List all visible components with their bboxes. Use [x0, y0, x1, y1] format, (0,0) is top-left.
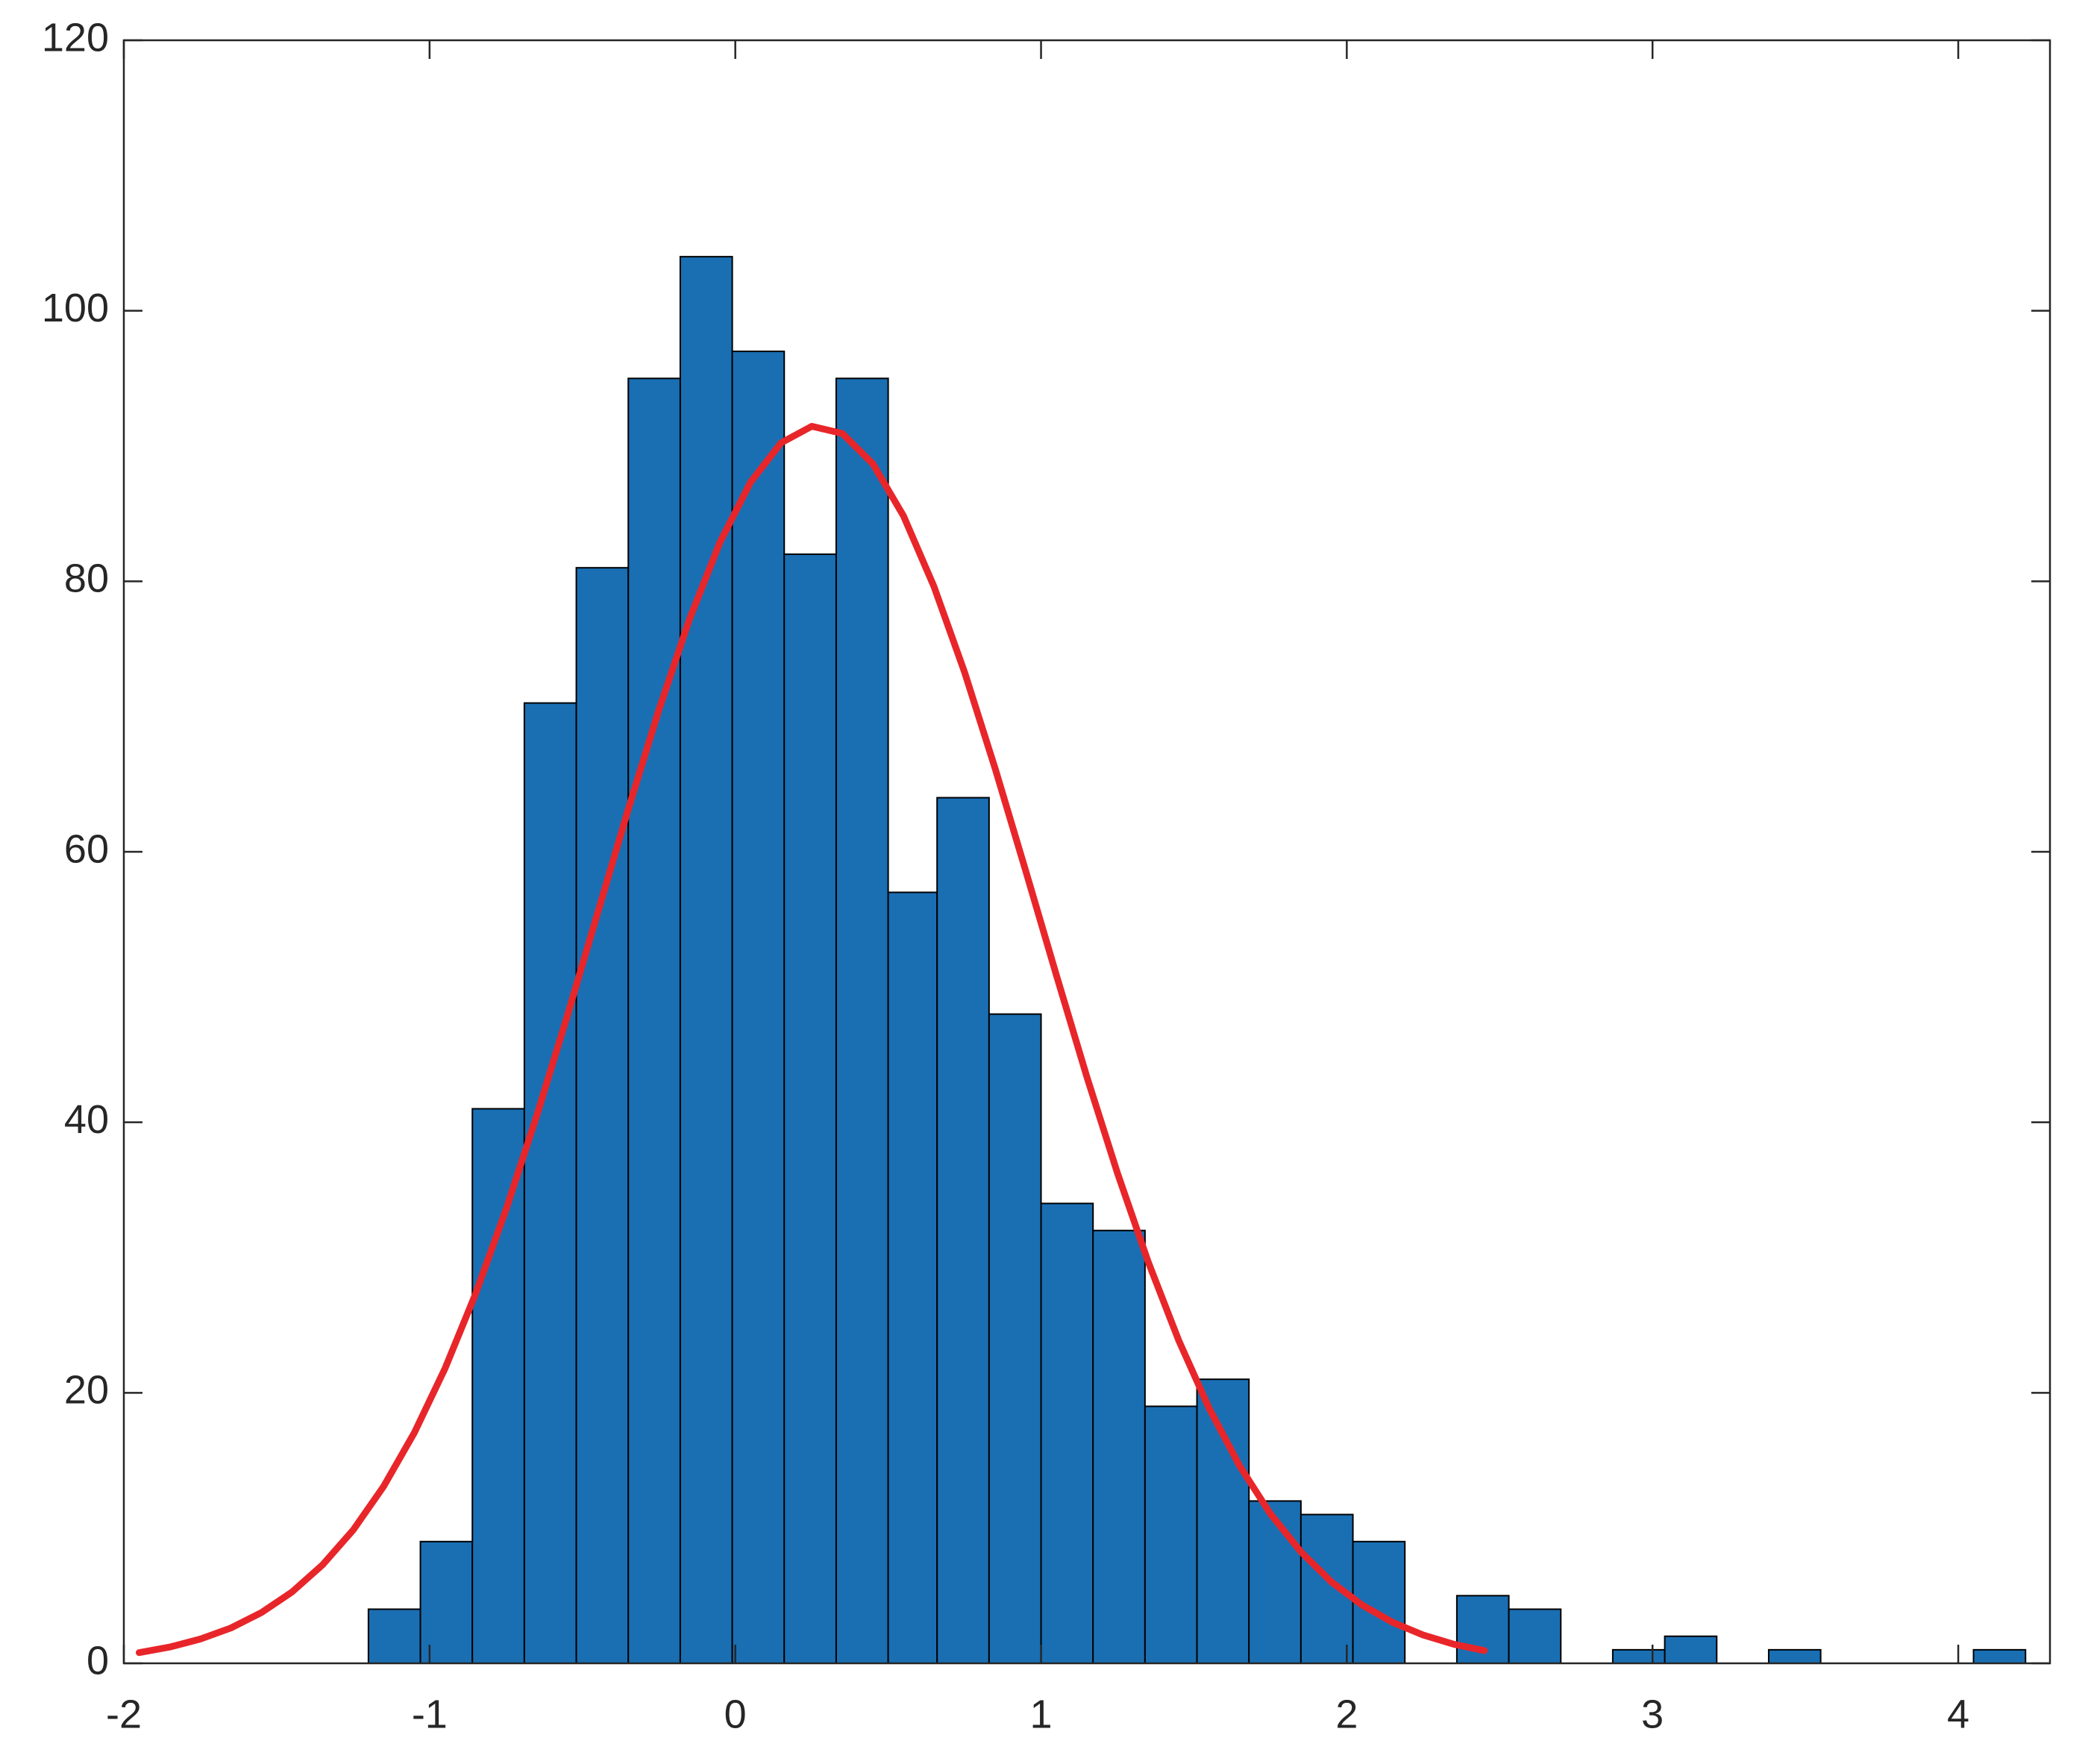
bar: [523, 702, 577, 1664]
bar: [731, 351, 786, 1665]
x-tick-label: 4: [1947, 1692, 1969, 1736]
x-tick-label: 3: [1641, 1692, 1664, 1736]
y-tick-label: 20: [64, 1368, 109, 1413]
bar: [1092, 1229, 1146, 1664]
x-tick-label: 0: [724, 1692, 747, 1736]
x-tick-label: 1: [1030, 1692, 1053, 1736]
bar: [679, 256, 733, 1665]
y-tick-label: 80: [64, 556, 109, 601]
y-tick-label: 60: [64, 826, 109, 871]
x-tick-label: 2: [1335, 1692, 1358, 1736]
bar: [835, 377, 889, 1664]
bar: [1972, 1648, 2027, 1665]
bar: [1767, 1648, 1822, 1665]
y-tick-label: 0: [87, 1638, 109, 1683]
y-tick-label: 40: [64, 1097, 109, 1142]
fit-line: [135, 423, 1488, 1657]
bar: [936, 797, 990, 1664]
bar: [887, 891, 938, 1664]
bar: [1248, 1500, 1302, 1665]
y-tick-label: 120: [42, 15, 109, 60]
bar: [1611, 1648, 1666, 1665]
y-tick-label: 100: [42, 286, 109, 330]
bar: [1040, 1202, 1094, 1664]
bar: [1196, 1378, 1250, 1664]
x-tick-label: -1: [412, 1692, 448, 1736]
bar: [367, 1608, 421, 1664]
bar: [988, 1013, 1042, 1664]
bar: [1664, 1635, 1718, 1665]
bar: [783, 553, 837, 1664]
bar: [471, 1108, 525, 1664]
x-tick-label: -2: [106, 1692, 142, 1736]
bar: [1508, 1608, 1562, 1664]
bar: [1144, 1405, 1198, 1664]
plot-area: 0 20 40 60 80 100 120 -2 -1 0 1 2 3 4: [42, 15, 2051, 1736]
bar: [575, 567, 630, 1665]
bar: [419, 1540, 474, 1665]
bar: [627, 377, 681, 1664]
